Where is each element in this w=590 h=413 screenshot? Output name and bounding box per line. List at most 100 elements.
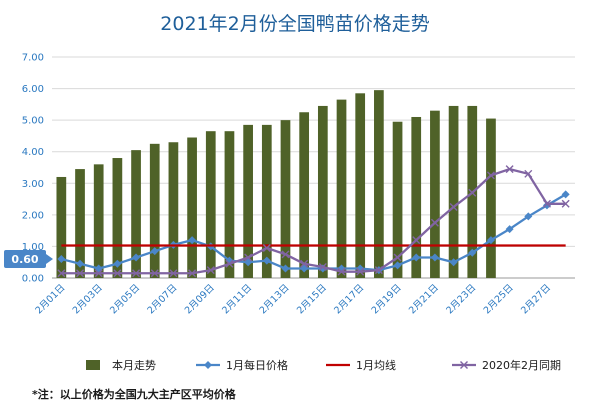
value-callout: 0.60 xyxy=(4,250,53,269)
legend-label: 本月走势 xyxy=(112,358,156,372)
bar xyxy=(486,118,496,278)
callout-box xyxy=(4,250,46,269)
data-point xyxy=(318,262,327,271)
data-point xyxy=(150,269,159,278)
data-point xyxy=(412,236,421,245)
data-point xyxy=(412,253,421,262)
legend-item: 1月每日价格 xyxy=(196,358,288,372)
data-point xyxy=(486,171,495,180)
data-point xyxy=(188,269,197,278)
bar xyxy=(187,137,197,278)
y-tick-label: 3.00 xyxy=(22,179,44,190)
bar xyxy=(280,120,291,279)
data-point xyxy=(393,253,402,262)
data-point xyxy=(561,199,570,208)
data-point xyxy=(430,253,439,262)
x-tick-label: 2月11日 xyxy=(220,282,254,316)
x-tick-label: 2月13日 xyxy=(258,282,292,316)
data-point xyxy=(76,269,85,278)
legend-label: 1月均线 xyxy=(356,358,396,372)
data-point xyxy=(262,244,271,253)
x-tick-label: 2月09日 xyxy=(183,282,217,316)
x-axis: 2月01日 2月03日 2月05日 2月07日 2月09日 2月11日 2月13日 2月15日… xyxy=(33,282,553,316)
y-tick-label: 0.00 xyxy=(22,274,44,285)
x-tick-label: 2月27日 xyxy=(519,282,553,316)
data-point xyxy=(281,264,290,273)
bar xyxy=(317,105,328,278)
x-tick-label: 2月03日 xyxy=(71,282,105,316)
y-tick-label: 5.00 xyxy=(22,116,44,127)
y-axis: 0.00 1.00 2.00 3.00 4.00 5.00 6.00 7.00 xyxy=(22,53,44,285)
bar xyxy=(56,176,67,278)
data-point xyxy=(169,269,178,278)
bar xyxy=(336,99,347,278)
data-point xyxy=(468,248,477,257)
y-tick-label: 7.00 xyxy=(22,53,44,64)
data-point xyxy=(449,258,458,267)
bar xyxy=(168,142,179,278)
data-point xyxy=(57,269,66,278)
y-tick-label: 4.00 xyxy=(22,147,44,158)
data-point xyxy=(188,236,197,245)
data-point xyxy=(76,259,85,268)
bar xyxy=(112,158,123,278)
bar xyxy=(93,164,104,278)
bar xyxy=(392,121,403,278)
data-point xyxy=(94,269,103,278)
data-point xyxy=(524,169,533,178)
data-point xyxy=(486,236,495,245)
x-tick-label: 2月23日 xyxy=(444,282,478,316)
data-point xyxy=(374,266,383,275)
legend-label: 1月每日价格 xyxy=(226,358,288,372)
bar-series xyxy=(56,90,496,279)
y-tick-label: 6.00 xyxy=(22,84,44,95)
data-point xyxy=(561,190,570,199)
bar xyxy=(430,110,440,279)
bar xyxy=(224,131,235,278)
y-tick-label: 2.00 xyxy=(22,210,44,221)
legend: 本月走势 1月每日价格 1月均线 2020年2月同期 xyxy=(86,358,561,372)
legend-item: 本月走势 xyxy=(86,358,156,372)
data-point xyxy=(113,269,122,278)
data-point xyxy=(542,199,551,208)
bar xyxy=(411,116,422,278)
data-point xyxy=(244,253,253,262)
bar xyxy=(355,93,366,278)
x-tick-label: 2月21日 xyxy=(407,282,441,316)
data-point xyxy=(449,202,458,211)
bar xyxy=(374,90,384,279)
x-tick-label: 2月19日 xyxy=(370,282,404,316)
x-tick-label: 2月15日 xyxy=(295,282,329,316)
data-point xyxy=(430,218,439,227)
bar xyxy=(131,150,141,278)
callout-pointer xyxy=(46,254,53,265)
data-point xyxy=(393,261,402,270)
legend-label: 2020年2月同期 xyxy=(482,358,561,372)
data-point xyxy=(132,269,141,278)
x-tick-label: 2月01日 xyxy=(33,282,67,316)
bar xyxy=(448,105,459,278)
data-point xyxy=(225,259,234,268)
data-point xyxy=(206,266,215,275)
x-tick-label: 2月25日 xyxy=(482,282,516,316)
data-point xyxy=(132,253,141,262)
data-point xyxy=(113,259,122,268)
bar xyxy=(261,124,272,278)
data-point xyxy=(468,188,477,197)
series-path xyxy=(61,167,566,275)
legend-item: 1月均线 xyxy=(326,358,396,372)
data-point xyxy=(150,247,159,256)
series-line xyxy=(57,165,570,278)
bar xyxy=(75,169,85,278)
chart-title: 2021年2月份全国鸭苗价格走势 xyxy=(160,13,429,35)
data-point xyxy=(505,165,514,174)
y-tick-label: 1.00 xyxy=(22,242,44,253)
callout-label: 0.60 xyxy=(11,253,38,266)
data-point xyxy=(281,250,290,259)
x-tick-label: 2月05日 xyxy=(108,282,142,316)
legend-item: 2020年2月同期 xyxy=(452,358,561,372)
bar xyxy=(205,131,216,278)
footnote: *注：以上价格为全国九大主产区平均价格 xyxy=(32,387,237,401)
data-point xyxy=(524,212,533,221)
bar xyxy=(243,124,253,278)
